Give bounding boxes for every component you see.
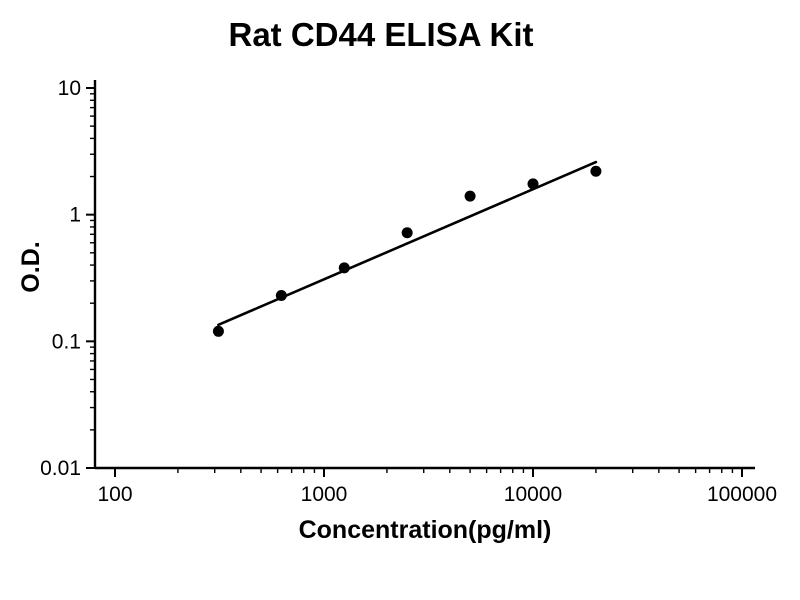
x-axis-label: Concentration(pg/ml): [298, 516, 552, 544]
fit-line: [217, 160, 598, 327]
x-tick-label: 1000: [301, 483, 348, 506]
data-point: [338, 262, 350, 274]
data-point: [590, 165, 602, 177]
y-tick-label: 0.01: [40, 457, 81, 480]
y-tick-label: 0.1: [52, 330, 81, 353]
chart-title: Rat CD44 ELISA Kit: [228, 16, 534, 53]
data-point: [212, 325, 224, 337]
x-tick-label: 10000: [504, 483, 562, 506]
x-tick-label: 100: [97, 483, 132, 506]
y-tick-label: 10: [58, 77, 81, 100]
data-point: [275, 290, 287, 302]
data-point: [527, 178, 539, 190]
y-tick-label: 1: [69, 204, 81, 227]
x-tick-label: 100000: [707, 483, 777, 506]
data-point: [401, 227, 413, 239]
data-point: [464, 190, 476, 202]
